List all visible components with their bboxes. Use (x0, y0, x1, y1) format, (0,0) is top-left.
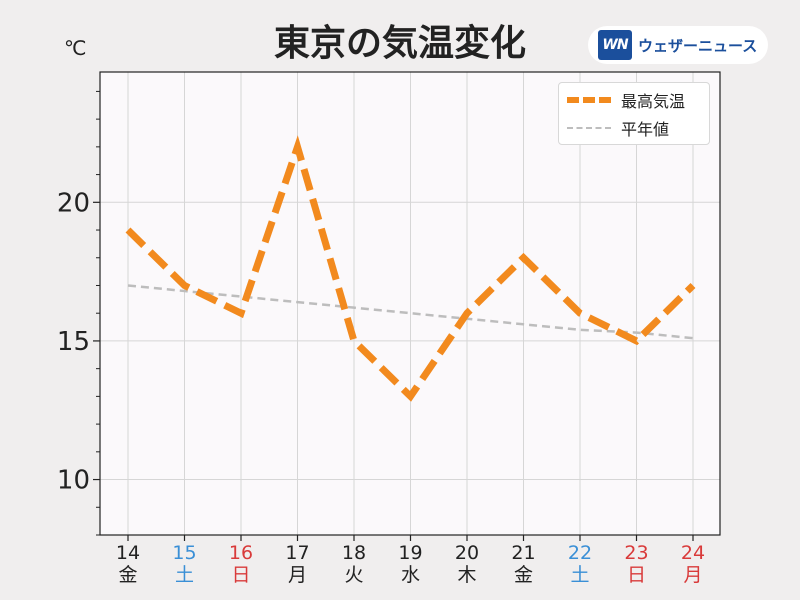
x-tick-label-weekday: 金 (118, 564, 137, 586)
x-tick-label-day: 18 (342, 542, 366, 564)
x-tick-label-weekday: 月 (288, 564, 307, 586)
legend-swatch-max-temp (567, 97, 611, 103)
x-tick-label-weekday: 木 (457, 564, 476, 586)
legend-item-max-temp: 最高気温 (559, 87, 685, 113)
x-tick-label-day: 21 (511, 542, 535, 564)
x-tick-label-weekday: 月 (683, 564, 702, 586)
legend-item-normal: 平年値 (559, 115, 669, 141)
x-tick-label-day: 22 (568, 542, 592, 564)
x-tick-label-day: 17 (285, 542, 309, 564)
x-tick-label-weekday: 火 (344, 564, 363, 586)
x-tick-label-day: 16 (229, 542, 253, 564)
x-tick-label-weekday: 日 (627, 564, 646, 586)
legend-swatch-normal (567, 127, 611, 129)
x-tick-label-weekday: 土 (175, 564, 194, 586)
weathernews-logo: WN ウェザーニュース (588, 26, 768, 64)
chart-title: 東京の気温変化 (273, 23, 526, 64)
y-tick-label: 10 (57, 466, 90, 496)
x-tick-label-day: 15 (172, 542, 196, 564)
x-tick-label-day: 23 (624, 542, 648, 564)
x-tick-label-weekday: 水 (401, 564, 420, 586)
x-tick-label-weekday: 金 (514, 564, 533, 586)
y-axis-unit: ℃ (64, 36, 87, 60)
x-tick-label-weekday: 土 (570, 564, 589, 586)
y-tick-label: 15 (57, 327, 90, 357)
x-tick-label-weekday: 日 (231, 564, 250, 586)
x-tick-label-day: 19 (398, 542, 422, 564)
x-tick-label-day: 20 (455, 542, 479, 564)
chart-legend: 最高気温 平年値 (558, 82, 710, 145)
weathernews-logo-text: ウェザーニュース (638, 36, 758, 55)
series-line-normal (127, 284, 694, 340)
legend-label-max-temp: 最高気温 (621, 92, 686, 111)
x-tick-label-day: 24 (681, 542, 705, 564)
x-tick-label-day: 14 (116, 542, 140, 564)
weathernews-logo-icon: WN (598, 30, 632, 60)
legend-label-normal: 平年値 (621, 120, 670, 139)
y-tick-label: 20 (57, 188, 90, 218)
